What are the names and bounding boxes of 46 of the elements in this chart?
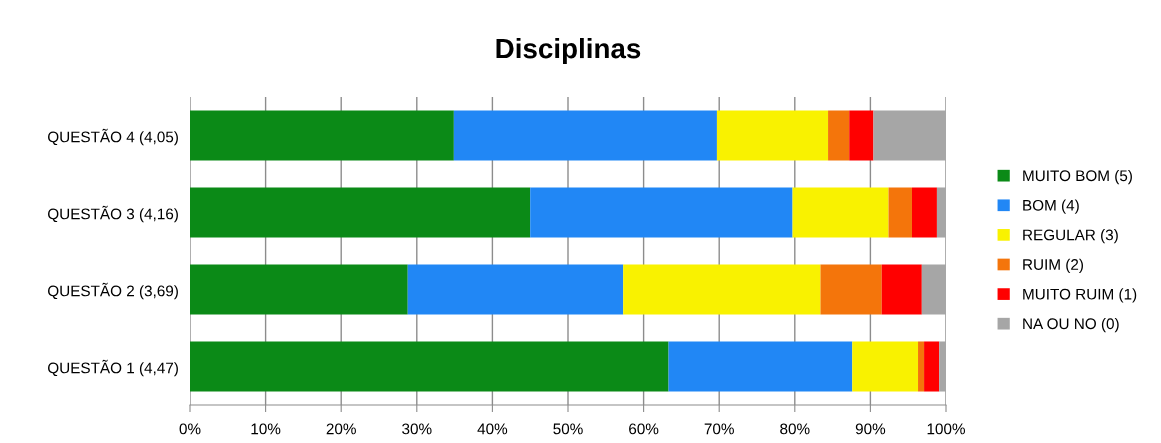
y-tick-label: QUESTÃO 2 (3,69) bbox=[48, 282, 178, 300]
y-tick-label: QUESTÃO 3 (4,16) bbox=[48, 205, 178, 223]
bar bbox=[716, 110, 829, 161]
legend-label: BOM (4) bbox=[1023, 199, 1079, 214]
bar bbox=[453, 110, 717, 161]
bar bbox=[924, 341, 940, 392]
x-tick-label: 90% bbox=[855, 423, 886, 435]
bar bbox=[668, 341, 853, 392]
bar bbox=[792, 187, 889, 238]
legend-label: REGULAR (3) bbox=[1023, 229, 1118, 244]
x-tick-label: 30% bbox=[402, 423, 432, 435]
bar bbox=[881, 264, 922, 315]
legend-label: MUITO BOM (5) bbox=[1023, 169, 1132, 185]
bar bbox=[849, 110, 874, 161]
x-tick-label: 80% bbox=[780, 423, 810, 435]
bar bbox=[190, 110, 454, 161]
legend-label: MUITO RUIM (1) bbox=[1023, 288, 1137, 303]
bar bbox=[911, 187, 937, 238]
x-tick-label: 100% bbox=[927, 423, 965, 435]
bar bbox=[623, 264, 821, 315]
bar bbox=[921, 264, 946, 315]
bar bbox=[190, 341, 669, 392]
x-tick-label: 70% bbox=[704, 423, 734, 435]
bar bbox=[530, 187, 793, 238]
bar bbox=[190, 187, 531, 238]
chart-title: Disciplinas bbox=[496, 37, 641, 64]
legend-label: RUIM (2) bbox=[1023, 258, 1083, 273]
bar bbox=[190, 264, 408, 315]
x-tick-label: 0% bbox=[179, 423, 201, 435]
x-tick-label: 20% bbox=[326, 423, 356, 435]
bar bbox=[939, 341, 946, 392]
bar bbox=[936, 187, 946, 238]
bar bbox=[852, 341, 919, 392]
bar bbox=[888, 187, 912, 238]
bar bbox=[873, 110, 946, 161]
x-tick-label: 60% bbox=[629, 423, 659, 435]
bar bbox=[828, 110, 850, 161]
x-tick-label: 50% bbox=[553, 423, 583, 435]
y-tick-label: QUESTÃO 1 (4,47) bbox=[48, 359, 178, 377]
bar bbox=[407, 264, 624, 315]
x-tick-label: 40% bbox=[477, 423, 508, 435]
x-tick-label: 10% bbox=[251, 423, 281, 435]
legend-label: NA OU NO (0) bbox=[1023, 317, 1119, 333]
bar bbox=[918, 341, 925, 392]
y-tick-label: QUESTÃO 4 (4,05) bbox=[48, 128, 178, 146]
bar bbox=[820, 264, 882, 315]
